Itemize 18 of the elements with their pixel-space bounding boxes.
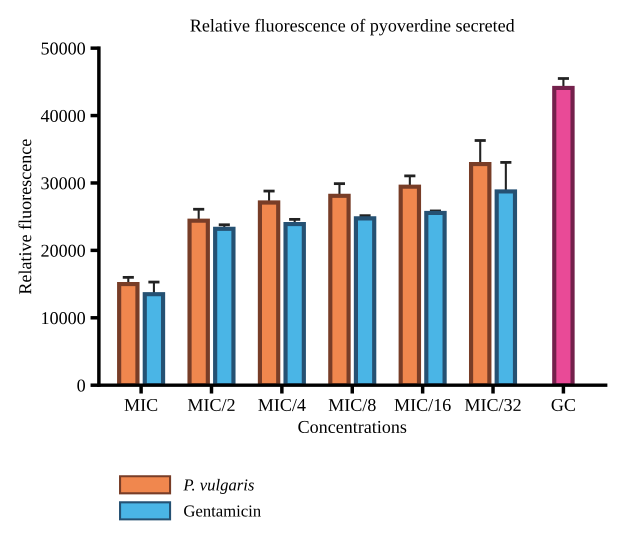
x-tick-label: MIC/8 (328, 398, 376, 412)
y-tick-label: 20000 (41, 244, 85, 257)
legend-label: P. vulgaris (183, 478, 254, 494)
x-axis-title: Concentrations (298, 420, 406, 434)
y-tick-label: 0 (77, 379, 85, 392)
legend-label: Gentamicin (184, 505, 261, 517)
x-tick-label: MIC/16 (394, 398, 451, 412)
y-tick-label: 50000 (42, 42, 85, 55)
y-tick-label: 40000 (40, 110, 85, 122)
x-tick-label: GC (552, 398, 575, 412)
x-tick-label: MIC/2 (188, 398, 235, 412)
x-tick-label: MIC/32 (464, 398, 521, 412)
y-tick-label: 10000 (42, 312, 85, 324)
y-tick-label: 30000 (41, 177, 85, 190)
x-tick-label: MIC/4 (258, 398, 306, 412)
chart-title: Relative fluorescence of pyoverdine secreted (190, 18, 514, 36)
y-axis-title: Relative fluorescence (18, 139, 32, 294)
x-tick-label: MIC (124, 398, 158, 412)
